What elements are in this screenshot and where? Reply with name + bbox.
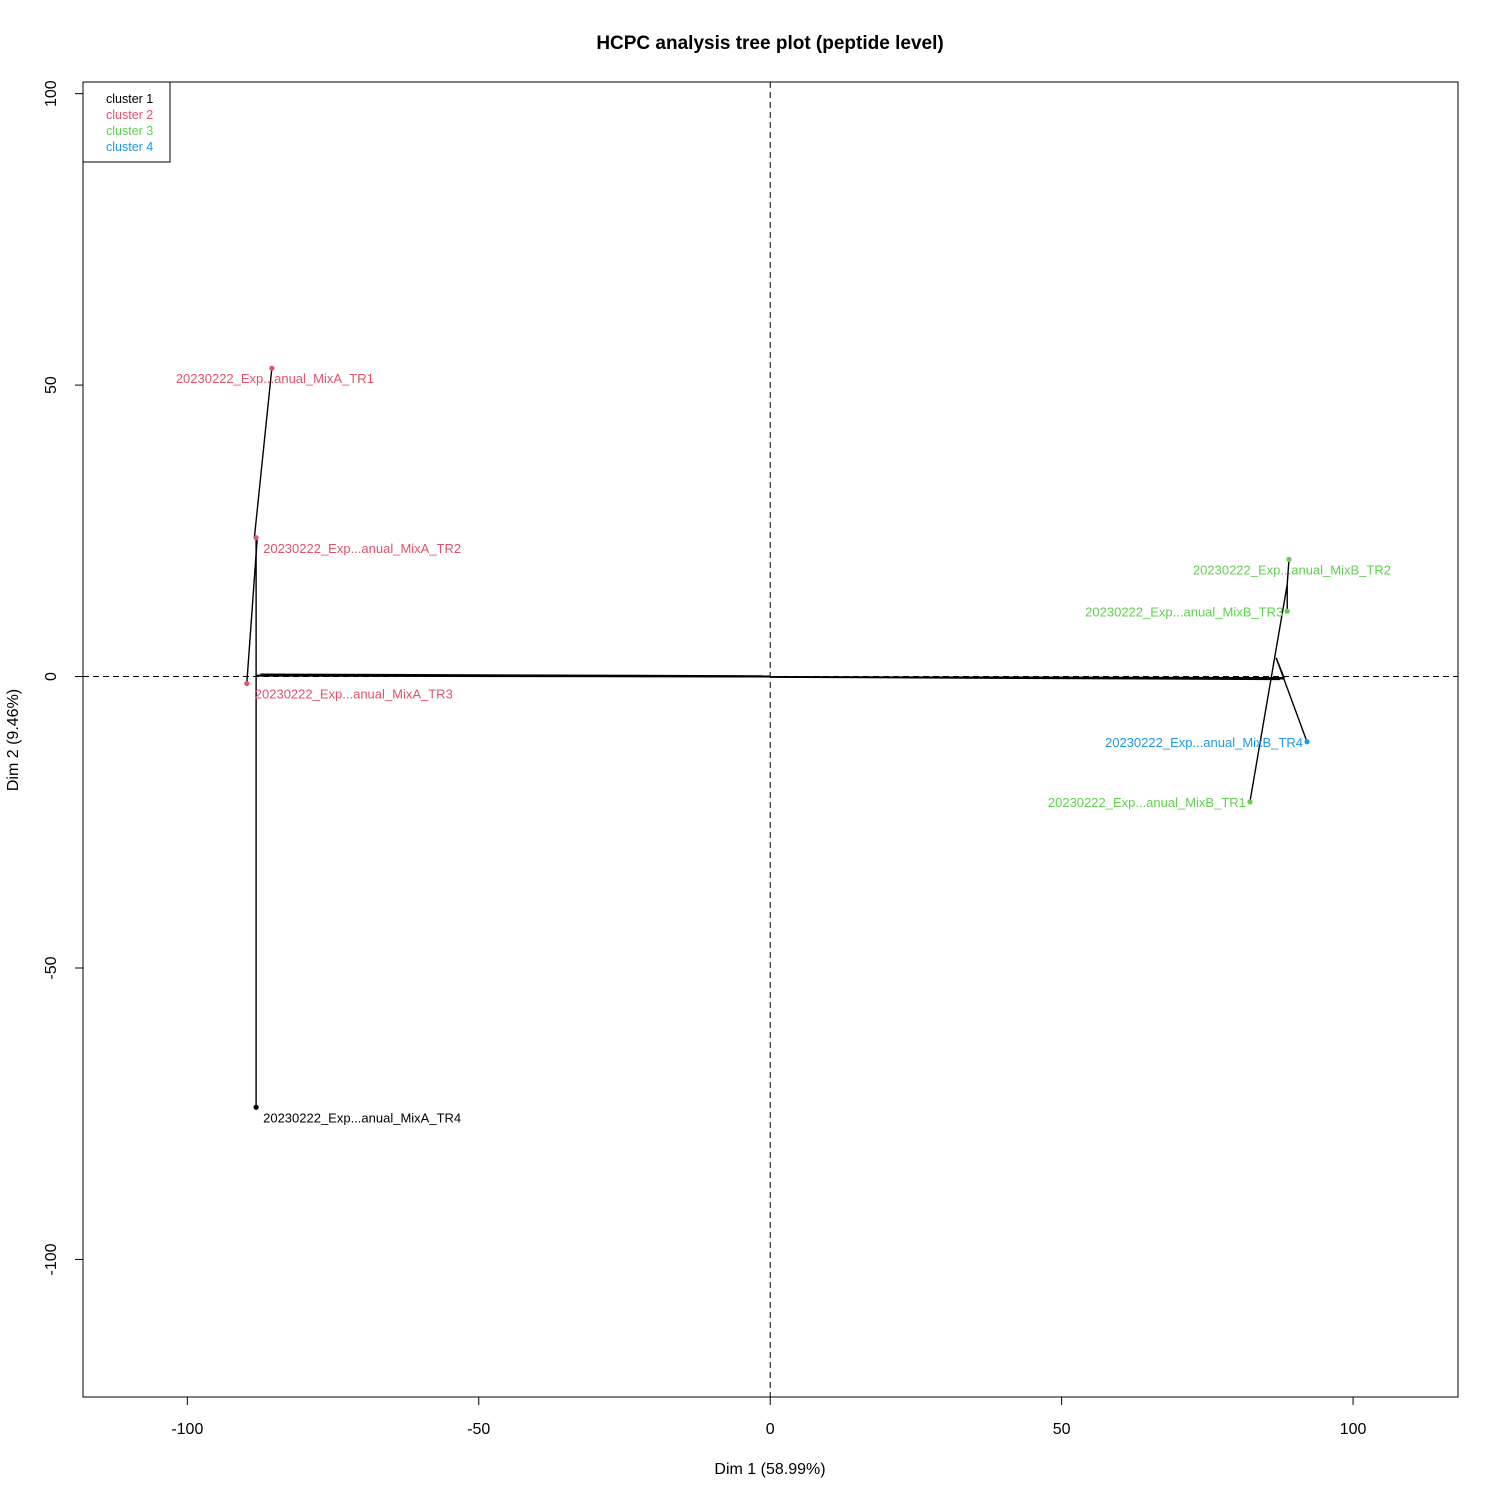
y-tick-label: 100 — [43, 80, 60, 107]
data-point — [269, 365, 275, 371]
data-point — [1286, 556, 1292, 562]
data-point — [244, 680, 250, 687]
point-label: 20230222_Exp...anual_MixB_TR4 — [1105, 735, 1303, 750]
y-tick-label: -100 — [43, 1243, 60, 1275]
y-tick-label: -50 — [43, 956, 60, 979]
point-label: 20230222_Exp...anual_MixA_TR1 — [176, 371, 374, 386]
x-axis-label: Dim 1 (58.99%) — [714, 1461, 825, 1478]
legend-box — [82, 81, 171, 163]
tree-segment — [1286, 559, 1290, 585]
reference-lines — [83, 82, 1458, 1397]
x-tick-label: -100 — [171, 1421, 203, 1438]
tree-segment — [260, 673, 771, 677]
legend-entry: cluster 4 — [106, 140, 153, 154]
point-label: 20230222_Exp...anual_MixB_TR2 — [1193, 562, 1391, 577]
y-tick-label: 50 — [43, 376, 60, 394]
y-axis-label: Dim 2 (9.46%) — [5, 689, 22, 791]
data-point — [1247, 799, 1253, 805]
x-tick-label: 100 — [1340, 1421, 1367, 1438]
y-tick-label: 0 — [43, 672, 60, 681]
x-tick-label: 50 — [1053, 1421, 1071, 1438]
point-label: 20230222_Exp...anual_MixB_TR1 — [1048, 795, 1246, 810]
data-points — [244, 365, 1310, 1110]
data-point — [1284, 608, 1290, 614]
y-axis: -100 -50 0 50 100 — [43, 80, 83, 1275]
data-point — [1304, 739, 1310, 745]
tree-segment — [1265, 677, 1285, 680]
tree-segments — [246, 368, 1308, 1108]
legend: cluster 1 cluster 2 cluster 3 cluster 4 — [82, 81, 171, 163]
tree-segment — [1249, 584, 1288, 802]
x-tick-label: 0 — [766, 1421, 775, 1438]
data-point — [253, 1104, 259, 1110]
point-labels: 20230222_Exp...anual_MixA_TR1 20230222_Ex… — [176, 371, 1391, 1125]
tree-segment — [770, 676, 1281, 681]
point-label: 20230222_Exp...anual_MixB_TR3 — [1085, 604, 1283, 619]
point-label: 20230222_Exp...anual_MixA_TR2 — [263, 541, 461, 556]
legend-entry: cluster 1 — [106, 92, 153, 106]
point-label: 20230222_Exp...anual_MixA_TR3 — [255, 687, 453, 702]
data-point — [253, 535, 259, 541]
x-axis: -100 -50 0 50 100 — [171, 1397, 1367, 1438]
tree-segment — [256, 675, 1285, 679]
tree-segment — [253, 368, 273, 538]
chart-title: HCPC analysis tree plot (peptide level) — [596, 33, 943, 54]
legend-entry: cluster 3 — [106, 124, 153, 138]
legend-entry: cluster 2 — [106, 108, 153, 122]
x-tick-label: -50 — [467, 1421, 490, 1438]
point-label: 20230222_Exp...anual_MixA_TR4 — [263, 1110, 461, 1125]
tree-segment — [1275, 657, 1285, 679]
